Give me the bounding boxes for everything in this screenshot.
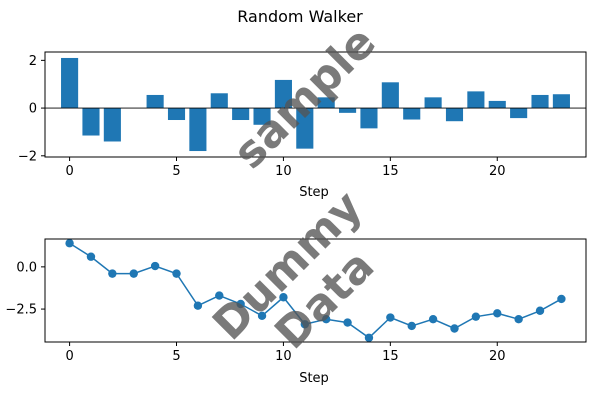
data-point (172, 269, 181, 278)
bar-chart-xlabel: Step (299, 185, 329, 200)
line-chart-axes: 0 5 10 15 20 0.0 −2.5 (5, 238, 587, 364)
data-point (236, 299, 245, 309)
line-chart-xtick-label: 10 (275, 349, 292, 364)
line-chart-frame (44, 238, 587, 343)
bar-chart-xtick-label: 15 (382, 164, 399, 179)
data-point (557, 294, 566, 304)
bar (232, 108, 250, 121)
data-point (364, 333, 374, 342)
data-point (407, 321, 416, 331)
data-point (471, 312, 481, 321)
bar-chart-ytick-label: −2 (18, 149, 37, 164)
line-chart-xlabel: Step (299, 371, 329, 386)
bar-chart-xtick-label: 5 (172, 164, 180, 179)
bar-chart-ytick-label: 0 (29, 102, 37, 117)
bar (317, 97, 335, 109)
bar (488, 100, 506, 109)
data-point (279, 293, 288, 302)
data-point (86, 252, 96, 261)
data-point (428, 315, 438, 324)
data-point (257, 311, 267, 321)
bar (403, 108, 421, 120)
bar (467, 91, 485, 109)
bar (360, 108, 378, 129)
bar (531, 94, 549, 109)
bar (424, 97, 442, 109)
bar (189, 108, 207, 152)
data-point (386, 313, 395, 322)
line-chart-ytick-label: 0.0 (16, 260, 37, 275)
data-point (65, 239, 74, 248)
bar (296, 108, 314, 149)
bar (253, 108, 271, 125)
line-chart-ytick-label: −2.5 (5, 303, 37, 318)
data-point (150, 261, 160, 271)
bar (381, 82, 399, 109)
bar (167, 108, 186, 121)
line-chart-xtick-label: 0 (65, 349, 73, 364)
watermark-sample: sample (224, 17, 386, 179)
data-point (535, 306, 545, 315)
bar (210, 93, 228, 109)
bar-chart-xtick-label: 0 (65, 164, 73, 179)
bar (103, 108, 121, 142)
data-point (108, 269, 117, 278)
data-point (450, 324, 459, 333)
data-point (343, 318, 352, 327)
line-chart-xtick-label: 5 (172, 349, 180, 364)
bar-chart-frame (44, 51, 587, 158)
watermark: sample Dummy Data (203, 17, 386, 359)
bar (82, 108, 100, 136)
bar (61, 57, 79, 109)
bar-chart-ytick-label: 2 (29, 54, 37, 69)
bar (146, 94, 164, 109)
bar (552, 94, 570, 109)
data-point (493, 309, 502, 318)
data-point (514, 315, 523, 324)
data-point (193, 301, 203, 310)
bar (445, 108, 464, 122)
data-point (215, 291, 224, 300)
chart-title: Random Walker (237, 7, 363, 26)
line-chart-xtick-label: 15 (382, 349, 399, 364)
bar (510, 108, 528, 119)
data-point (300, 320, 310, 329)
line-chart-xtick-label: 20 (489, 349, 506, 364)
data-point (129, 269, 138, 278)
bar (274, 79, 292, 109)
data-point (321, 315, 331, 324)
bar-chart-xtick-label: 20 (489, 164, 506, 179)
bar-chart-xtick-label: 10 (275, 164, 292, 179)
bar (339, 108, 357, 113)
